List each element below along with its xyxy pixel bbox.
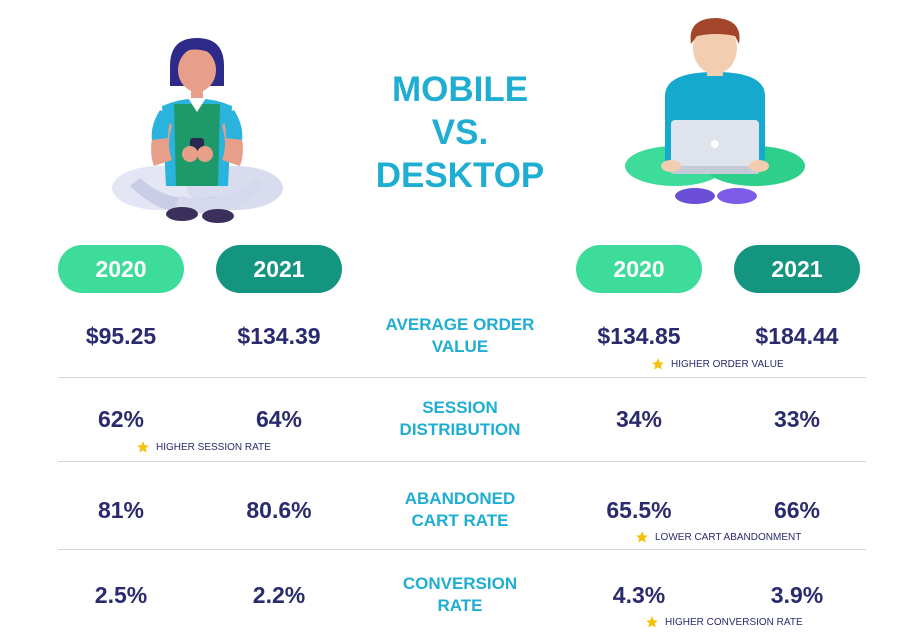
metric-label-line: VALUE: [431, 337, 489, 356]
metric-label-aov: AVERAGE ORDER VALUE: [370, 314, 550, 358]
session-desktop-2020: 34%: [615, 406, 663, 432]
metric-label-conversion: CONVERSION RATE: [370, 573, 550, 617]
desktop-year-2020-pill: 2020: [576, 245, 702, 293]
desktop-year-2021-pill: 2021: [734, 245, 860, 293]
row-divider: [58, 549, 866, 550]
aov-desktop-2020: $134.85: [597, 323, 681, 349]
cart-desktop-2021: 66%: [773, 497, 821, 523]
star-icon: [636, 531, 648, 543]
metric-label-line: SESSION: [422, 398, 498, 417]
row-divider: [58, 461, 866, 462]
conversion-desktop-2021: 3.9%: [770, 582, 824, 608]
page-title: MOBILE VS. DESKTOP: [330, 68, 590, 197]
aov-desktop-2021: $184.44: [755, 323, 839, 349]
session-desktop-2021: 33%: [773, 406, 821, 432]
cart-mobile-2020: 81%: [97, 497, 145, 523]
metric-label-session: SESSION DISTRIBUTION: [370, 397, 550, 441]
metric-label-line: AVERAGE ORDER: [385, 315, 535, 334]
cart-mobile-2021: 80.6%: [246, 497, 312, 523]
title-line-3: DESKTOP: [375, 156, 545, 195]
metric-label-line: ABANDONED: [404, 489, 516, 508]
star-icon: [646, 616, 658, 628]
mobile-year-2021-pill: 2021: [216, 245, 342, 293]
cart-desktop-2020: 65.5%: [606, 497, 672, 523]
note-lower-cart-abandonment: LOWER CART ABANDONMENT: [635, 530, 801, 544]
mobile-user-illustration-icon: [112, 38, 283, 223]
note-text: HIGHER ORDER VALUE: [671, 358, 784, 370]
star-icon: [652, 358, 664, 370]
metric-label-line: CONVERSION: [402, 574, 518, 593]
note-text: LOWER CART ABANDONMENT: [655, 531, 802, 543]
conversion-mobile-2020: 2.5%: [94, 582, 148, 608]
aov-mobile-2020: $95.25: [85, 323, 157, 349]
note-higher-order-value: HIGHER ORDER VALUE: [651, 357, 784, 371]
desktop-user-illustration-icon: [625, 18, 805, 204]
row-divider: [58, 377, 866, 378]
star-icon: [137, 441, 149, 453]
metric-label-line: RATE: [437, 596, 483, 615]
note-higher-session-rate: HIGHER SESSION RATE: [136, 440, 271, 454]
metric-label-line: CART RATE: [411, 511, 509, 530]
mobile-year-2020-pill: 2020: [58, 245, 184, 293]
note-higher-conversion-rate: HIGHER CONVERSION RATE: [645, 615, 803, 629]
title-line-1: MOBILE: [391, 70, 529, 109]
title-line-2: VS.: [431, 113, 489, 152]
aov-mobile-2021: $134.39: [237, 323, 321, 349]
session-mobile-2020: 62%: [97, 406, 145, 432]
metric-label-cart: ABANDONED CART RATE: [370, 488, 550, 532]
session-mobile-2021: 64%: [255, 406, 303, 432]
conversion-desktop-2020: 4.3%: [612, 582, 666, 608]
note-text: HIGHER CONVERSION RATE: [665, 616, 803, 628]
conversion-mobile-2021: 2.2%: [252, 582, 306, 608]
metric-label-line: DISTRIBUTION: [399, 420, 521, 439]
note-text: HIGHER SESSION RATE: [156, 441, 271, 453]
